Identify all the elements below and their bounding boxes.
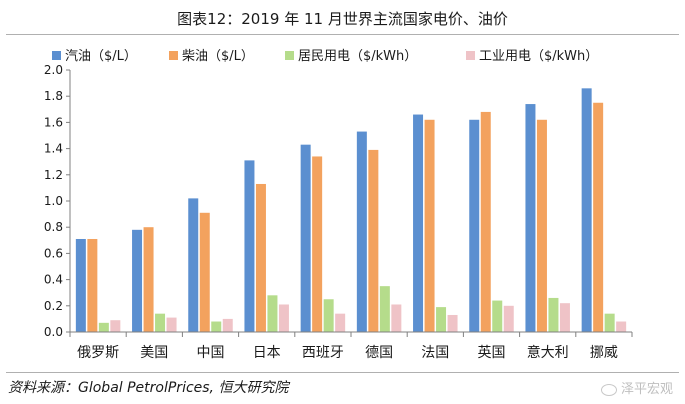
bar — [593, 102, 604, 332]
bar — [166, 317, 177, 332]
x-tick-label: 西班牙 — [302, 345, 344, 361]
y-axis: 0.0 0.2 0.4 0.6 0.8 1.0 1.2 1.4 1.6 1.8 2.0 — [44, 63, 71, 339]
legend-label: 居民用电（$/kWh） — [298, 49, 417, 64]
bar — [244, 160, 255, 332]
bar — [436, 307, 447, 332]
bar — [413, 114, 424, 332]
bar — [424, 119, 435, 332]
y-tick-label: 0.8 — [44, 220, 63, 234]
bar — [379, 286, 390, 332]
y-tick-label: 1.4 — [44, 142, 63, 156]
y-tick-label: 0.2 — [44, 299, 63, 313]
bar — [267, 295, 278, 332]
watermark: 泽平宏观 — [600, 378, 673, 397]
x-tick-label: 法国 — [421, 345, 449, 361]
y-tick-label: 1.2 — [44, 168, 63, 182]
bar — [480, 111, 491, 332]
bar — [199, 212, 210, 332]
legend-label: 柴油（$/L） — [182, 49, 254, 64]
bar — [75, 238, 86, 332]
bar-series — [75, 88, 627, 332]
bar — [525, 104, 536, 332]
bar — [143, 227, 154, 332]
x-tick-label: 中国 — [197, 345, 225, 361]
bar — [616, 321, 627, 332]
title-divider — [6, 34, 679, 35]
bar — [536, 119, 547, 332]
x-tick-label: 日本 — [253, 345, 281, 361]
bar — [278, 304, 289, 332]
y-tick-label: 0.4 — [44, 273, 63, 287]
wechat-icon — [600, 383, 617, 396]
x-axis: 俄罗斯 美国 中国 日本 西班牙 德国 法国 英国 意大利 挪威 — [69, 331, 633, 361]
legend-swatch — [466, 51, 475, 60]
bar — [132, 229, 143, 332]
bar — [312, 156, 323, 332]
bar — [155, 313, 166, 332]
source-note: 资料来源：Global PetrolPrices, 恒大研究院 — [8, 380, 289, 396]
x-tick-label: 挪威 — [590, 345, 618, 361]
bar — [503, 305, 514, 332]
bar — [300, 144, 311, 332]
bar — [323, 299, 334, 332]
bar — [222, 318, 233, 332]
bar — [188, 198, 199, 332]
bar — [98, 322, 109, 332]
legend-swatch — [285, 51, 294, 60]
chart-title: 图表12：2019 年 11 月世界主流国家电价、油价 — [177, 10, 508, 28]
x-tick-label: 美国 — [140, 345, 168, 361]
y-tick-label: 1.8 — [44, 89, 63, 103]
watermark-text: 泽平宏观 — [620, 382, 673, 397]
chart-legend: 汽油（$/L） 柴油（$/L） 居民用电（$/kWh） 工业用电（$/kWh） — [52, 49, 598, 64]
bar — [391, 304, 402, 332]
x-tick-label: 德国 — [365, 345, 393, 361]
bar — [211, 321, 222, 332]
x-tick-label: 意大利 — [527, 344, 569, 361]
y-tick-label: 1.0 — [44, 194, 63, 208]
legend-label: 工业用电（$/kWh） — [479, 49, 598, 64]
legend-swatch — [52, 51, 61, 60]
bar — [110, 320, 121, 332]
bar — [559, 303, 570, 332]
bar — [255, 183, 266, 332]
bar — [87, 238, 98, 332]
bar — [492, 300, 503, 332]
x-tick-label: 英国 — [478, 344, 506, 361]
y-tick-label: 2.0 — [44, 63, 63, 77]
y-tick-label: 0.0 — [44, 325, 63, 339]
legend-swatch — [169, 51, 178, 60]
y-tick-label: 1.6 — [44, 115, 63, 129]
legend-label: 汽油（$/L） — [65, 49, 137, 64]
footer-divider — [6, 372, 679, 373]
bar — [548, 297, 559, 332]
x-tick-label: 俄罗斯 — [77, 345, 119, 361]
bar — [604, 313, 615, 332]
bar — [335, 313, 346, 332]
bar — [469, 119, 480, 332]
bar — [447, 314, 458, 332]
bar — [356, 131, 367, 332]
bar — [581, 88, 592, 332]
y-tick-label: 0.6 — [44, 246, 63, 260]
bar — [368, 149, 379, 332]
